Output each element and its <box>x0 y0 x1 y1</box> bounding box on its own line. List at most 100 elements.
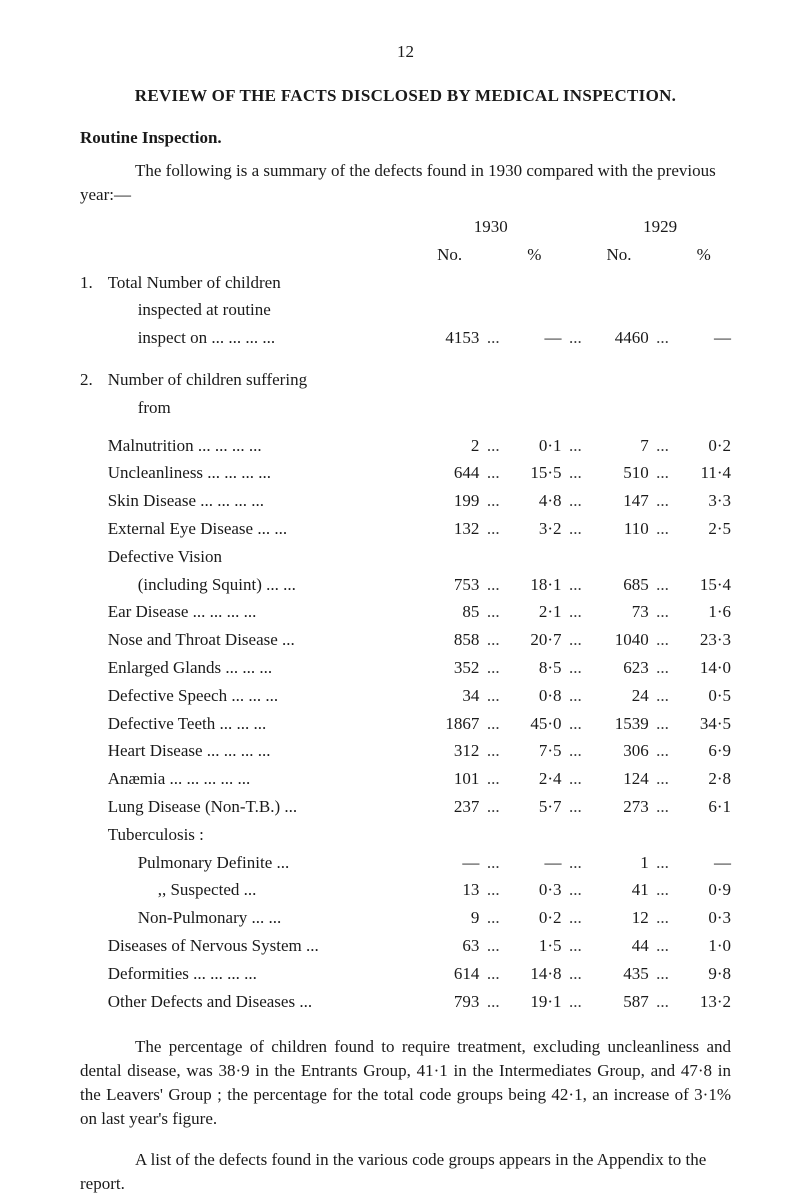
value-cell: 0·1 <box>507 432 562 460</box>
table-row: Diseases of Nervous System ...63...1·5..… <box>80 932 731 960</box>
intro-paragraph: The following is a summary of the defect… <box>80 159 731 207</box>
value-cell: 14·0 <box>676 654 731 682</box>
dots: ... <box>562 487 590 515</box>
appendix-paragraph: A list of the defects found in the vario… <box>80 1148 731 1196</box>
dots: ... <box>479 654 507 682</box>
year-1930: 1930 <box>420 213 562 241</box>
dots: ... <box>562 710 590 738</box>
table-row: 1. Total Number of children <box>80 269 731 297</box>
dots: ... <box>562 737 590 765</box>
dots: ... <box>649 654 677 682</box>
table-row: inspect on ... ... ... ... 4153 ... — ..… <box>80 324 731 352</box>
value-cell: 273 <box>589 793 648 821</box>
dots: ... <box>562 682 590 710</box>
value-cell: 23·3 <box>676 626 731 654</box>
value-cell: 2 <box>420 432 479 460</box>
dots: ... <box>479 487 507 515</box>
percentage-paragraph: The percentage of children found to requ… <box>80 1035 731 1130</box>
value-cell: 132 <box>420 515 479 543</box>
table-row: Anæmia ... ... ... ... ...101...2·4...12… <box>80 765 731 793</box>
dots: ... <box>649 626 677 654</box>
dots: ... <box>562 598 590 626</box>
item-label: Malnutrition ... ... ... ... <box>108 432 420 460</box>
item-number: 1. <box>80 269 108 297</box>
value-cell: 15·4 <box>676 571 731 599</box>
value-cell: 644 <box>420 459 479 487</box>
value-cell: 101 <box>420 765 479 793</box>
dots: ... <box>649 324 677 352</box>
dots: ... <box>562 904 590 932</box>
header-no-2: No. <box>589 241 648 269</box>
dots: ... <box>562 324 590 352</box>
value-cell: 7·5 <box>507 737 562 765</box>
item-label: Nose and Throat Disease ... <box>108 626 420 654</box>
dots: ... <box>649 515 677 543</box>
table-row: inspected at routine <box>80 296 731 324</box>
document-page: 12 REVIEW OF THE FACTS DISCLOSED BY MEDI… <box>0 0 801 1142</box>
value-cell: 614 <box>420 960 479 988</box>
value-cell: 237 <box>420 793 479 821</box>
value-cell: 13 <box>420 876 479 904</box>
value-cell: 0·3 <box>676 904 731 932</box>
value-cell: 0·3 <box>507 876 562 904</box>
table-row: Enlarged Glands ... ... ...352...8·5...6… <box>80 654 731 682</box>
table-row: 2. Number of children suffering <box>80 366 731 394</box>
value-cell: 4·8 <box>507 487 562 515</box>
value-cell: 306 <box>589 737 648 765</box>
value-cell: 0·5 <box>676 682 731 710</box>
value-cell: 14·8 <box>507 960 562 988</box>
value-cell: 2·4 <box>507 765 562 793</box>
value-cell: 1 <box>589 849 648 877</box>
dots: ... <box>479 849 507 877</box>
dots: ... <box>649 876 677 904</box>
dots: ... <box>562 988 590 1016</box>
item-label: Pulmonary Definite ... <box>108 849 420 877</box>
value-cell: 753 <box>420 571 479 599</box>
table-row: Pulmonary Definite ...—...—...1...— <box>80 849 731 877</box>
dots: ... <box>649 459 677 487</box>
dots: ... <box>562 626 590 654</box>
value-cell: 73 <box>589 598 648 626</box>
value-cell: — <box>507 324 562 352</box>
header-no-1: No. <box>420 241 479 269</box>
dots: ... <box>479 765 507 793</box>
value-cell: 4460 <box>589 324 648 352</box>
value-cell: 124 <box>589 765 648 793</box>
dots: ... <box>562 765 590 793</box>
table-row: ,, Suspected ...13...0·3...41...0·9 <box>80 876 731 904</box>
dots: ... <box>562 793 590 821</box>
dots: ... <box>649 737 677 765</box>
value-cell: — <box>420 849 479 877</box>
dots: ... <box>562 932 590 960</box>
dots: ... <box>562 654 590 682</box>
value-cell: 85 <box>420 598 479 626</box>
table-row: (including Squint) ... ...753...18·1...6… <box>80 571 731 599</box>
table-row: External Eye Disease ... ...132...3·2...… <box>80 515 731 543</box>
value-cell: 2·1 <box>507 598 562 626</box>
dots: ... <box>479 682 507 710</box>
value-cell: 199 <box>420 487 479 515</box>
dots: ... <box>649 904 677 932</box>
value-cell: 587 <box>589 988 648 1016</box>
dots: ... <box>649 432 677 460</box>
value-cell: 3·2 <box>507 515 562 543</box>
item-label: Deformities ... ... ... ... <box>108 960 420 988</box>
header-pct-2: % <box>676 241 731 269</box>
dots: ... <box>479 960 507 988</box>
table-row: Defective Vision <box>80 543 731 571</box>
item-label: Defective Speech ... ... ... <box>108 682 420 710</box>
item-label: External Eye Disease ... ... <box>108 515 420 543</box>
item-label: Heart Disease ... ... ... ... <box>108 737 420 765</box>
item-label: Defective Vision <box>108 543 420 571</box>
value-cell: 4153 <box>420 324 479 352</box>
table-row: Malnutrition ... ... ... ...2...0·1...7.… <box>80 432 731 460</box>
dots: ... <box>479 876 507 904</box>
value-cell: 11·4 <box>676 459 731 487</box>
value-cell: 20·7 <box>507 626 562 654</box>
value-cell: 34 <box>420 682 479 710</box>
value-cell: 793 <box>420 988 479 1016</box>
table-row: Deformities ... ... ... ...614...14·8...… <box>80 960 731 988</box>
value-cell: 685 <box>589 571 648 599</box>
value-cell: 44 <box>589 932 648 960</box>
table-row: Heart Disease ... ... ... ...312...7·5..… <box>80 737 731 765</box>
